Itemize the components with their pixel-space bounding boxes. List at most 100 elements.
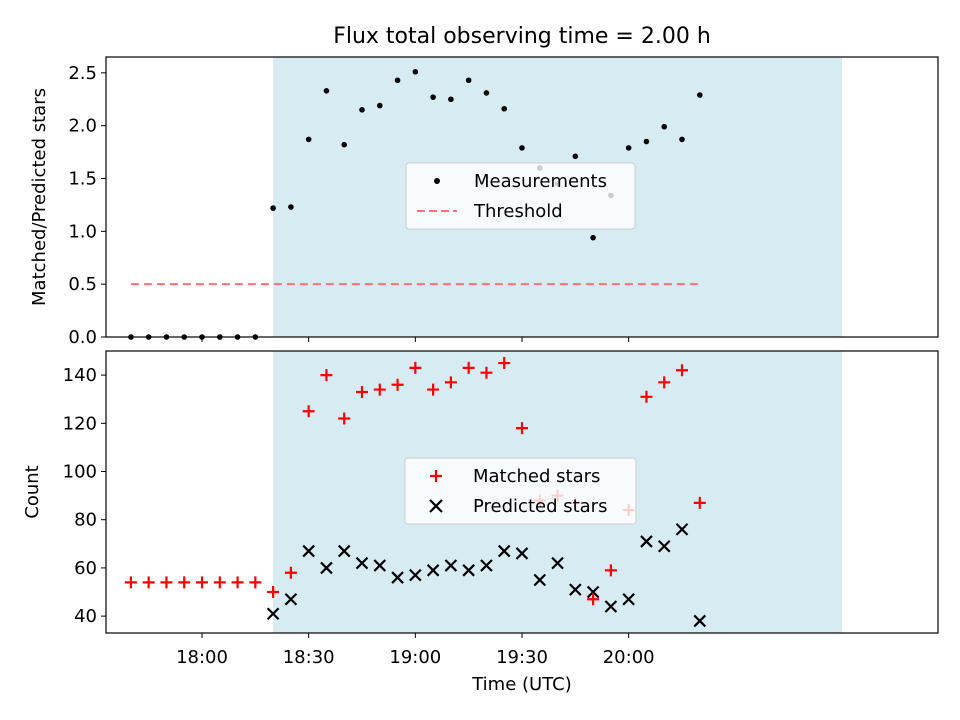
y-tick-label: 2.0 [68,116,97,137]
predicted-stars-point [355,556,369,570]
measurement-point [270,205,276,211]
y-tick-label: 140 [63,365,97,386]
matched-stars-point [213,576,226,589]
top-legend: Measurements Threshold [405,162,636,230]
predicted-stars-point [266,607,280,620]
predicted-stars-point [640,535,653,548]
matched-stars-point [249,576,262,589]
matched-stars-point [480,366,493,379]
matched-stars-point [302,405,315,418]
x-tick-label: 20:00 [603,647,655,668]
matched-stars-point [444,376,457,389]
predicted-stars-points [266,523,707,628]
predicted-stars-point [426,564,440,577]
bottom-panel: 40 60 80 100 120 140 18:00 18:30 19:00 19:30 20:0… [22,350,939,695]
measurement-point [376,102,383,109]
measurement-point [501,105,508,112]
measurement-point [412,68,419,75]
y-tick-label: 2.5 [68,63,97,84]
predicted-stars-point [515,547,529,560]
y-tick-label: 0.0 [68,327,97,348]
y-tick-label: 60 [74,558,97,579]
measurement-point [359,107,365,113]
measurement-point [696,92,703,98]
y-tick-label: 40 [74,606,97,627]
measurement-point [572,153,579,160]
predicted-stars-point [284,592,298,606]
predicted-stars-point [657,539,671,553]
chart-title: Flux total observing time = 2.00 h [333,24,711,49]
top-panel: 0.0 0.5 1.0 1.5 2.0 2.5 Matched/Predicted sta… [29,56,939,348]
measurement-point [448,96,454,103]
predicted-stars-point [497,544,511,558]
predicted-stars-point [693,614,707,628]
top-x-axis [201,337,630,342]
top-y-axis: 0.0 0.5 1.0 1.5 2.0 2.5 [68,63,106,348]
matched-stars-point [124,576,137,589]
matched-stars-point [676,364,688,377]
matched-stars-point [320,369,333,382]
predicted-stars-point [604,600,618,613]
bottom-y-axis: 40 60 80 100 120 140 [63,365,106,627]
x-tick-label: 19:00 [389,647,441,668]
measurement-point [625,145,632,151]
matched-stars-point [587,593,600,606]
legend-matched-label: Matched stars [473,466,600,487]
measurement-point [483,90,490,96]
predicted-stars-point [373,559,387,572]
predicted-stars-point [586,585,600,599]
top-legend-box [405,162,636,230]
matched-stars-point [658,376,671,389]
measurement-point [590,234,596,241]
matched-stars-point [178,576,191,589]
predicted-stars-point [622,592,635,606]
measurement-point [465,77,472,84]
matched-stars-point [498,357,511,370]
matched-stars-point [356,385,368,398]
matched-stars-point [427,383,440,396]
measurement-point [288,204,294,210]
measurement-point [430,94,436,100]
predicted-stars-point [302,544,315,558]
measurement-point [679,136,685,143]
matched-stars-point [409,361,422,374]
predicted-stars-point [551,556,564,570]
matched-stars-point [391,378,404,391]
predicted-stars-point [462,564,475,577]
legend-measurements-marker [434,178,440,184]
matched-stars-point [231,576,244,589]
measurement-point [661,123,668,130]
top-y-axis-label: Matched/Predicted stars [29,88,50,306]
matched-stars-point [196,576,208,589]
legend-predicted-marker [429,499,443,513]
predicted-stars-point [320,561,333,575]
measurement-point [519,145,525,151]
legend-predicted-label: Predicted stars [473,496,607,517]
matched-stars-point [160,576,173,589]
matched-stars-point [693,496,706,509]
measurement-point [341,141,348,148]
y-tick-label: 100 [63,462,97,483]
legend-matched-marker [430,470,442,482]
x-axis-label: Time (UTC) [471,674,572,695]
measurement-point [643,138,650,145]
measurement-point [323,88,330,94]
matched-stars-point [462,361,475,374]
y-tick-label: 1.0 [68,221,97,242]
predicted-stars-point [444,559,458,572]
predicted-stars-point [569,583,582,596]
matched-stars-point [373,383,386,396]
y-tick-label: 80 [74,510,97,531]
predicted-stars-point [533,573,547,587]
matched-stars-point [516,422,528,435]
matched-stars-points [124,357,706,606]
bottom-x-axis: 18:00 18:30 19:00 19:30 20:00 [176,633,655,668]
predicted-stars-point [675,523,689,536]
predicted-stars-point [391,571,404,584]
y-tick-label: 1.5 [68,169,97,190]
matched-stars-point [604,564,617,577]
bottom-legend: Matched stars Predicted stars [404,457,637,525]
measurement-point [305,136,312,143]
matched-stars-point [284,566,297,579]
